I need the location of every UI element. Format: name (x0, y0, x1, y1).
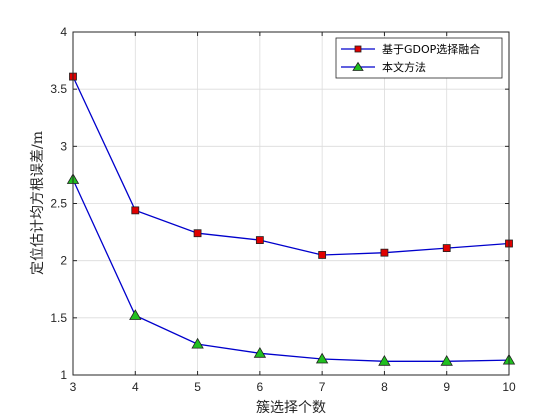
series-2-point (440, 355, 453, 366)
series-2-point (253, 347, 267, 358)
legend-entry-2: 本文方法 (341, 60, 426, 74)
series-1-point (380, 248, 389, 257)
y-tick-label: 2 (60, 254, 67, 268)
x-tick-label: 7 (319, 380, 326, 394)
legend-box (335, 37, 503, 79)
series-2-point (191, 337, 204, 349)
y-axis-label: 定位估计均方根误差/m (30, 131, 46, 275)
legend: 基于GDOP选择融合 本文方法 (335, 37, 503, 79)
y-tick-label: 1 (60, 368, 67, 382)
series-1-point (193, 229, 202, 238)
x-tick-label: 9 (443, 380, 450, 394)
series-2-point (378, 355, 391, 366)
series-2-line (72, 179, 510, 362)
series-1-point (131, 206, 140, 215)
y-tick-label: 2.5 (50, 197, 67, 211)
x-tick-label: 10 (502, 380, 516, 394)
y-tick-label: 1.5 (50, 311, 67, 325)
series-1-point (442, 244, 451, 252)
y-tick-label: 4 (60, 25, 67, 39)
y-tick-label: 3 (60, 139, 67, 153)
x-tick-label: 5 (194, 380, 201, 394)
y-tick-labels: 1 1.5 2 2.5 3 3.5 4 (50, 25, 67, 382)
x-tick-label: 4 (132, 380, 139, 394)
series-1-line (72, 76, 510, 256)
legend-triangle-marker (352, 61, 364, 71)
x-tick-label: 8 (381, 380, 388, 394)
series-2-point (129, 309, 142, 320)
series-2-point (315, 352, 329, 364)
x-tick-labels: 3 4 5 6 7 8 9 10 (70, 380, 516, 394)
series-layer (66, 72, 516, 366)
x-axis-label: 簇选择个数 (256, 400, 326, 416)
legend-label-1: 基于GDOP选择融合 (382, 42, 480, 56)
series-1-point (255, 236, 264, 244)
legend-square-marker (354, 45, 362, 53)
x-tick-label: 3 (70, 380, 77, 394)
y-tick-label: 3.5 (50, 82, 67, 96)
legend-entry-1: 基于GDOP选择融合 (341, 42, 480, 56)
series-1-point (318, 251, 327, 259)
x-tick-label: 6 (257, 380, 264, 394)
axis-ticks (72, 31, 510, 376)
legend-label-2: 本文方法 (382, 60, 426, 74)
